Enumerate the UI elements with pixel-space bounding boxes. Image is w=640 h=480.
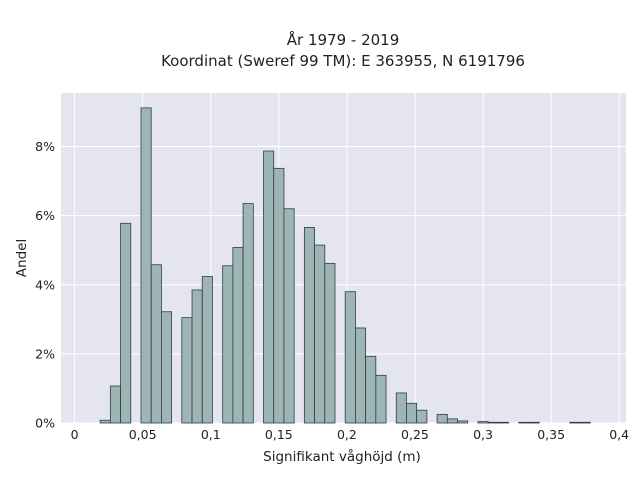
histogram-bar-25 <box>436 413 448 424</box>
histogram-bar-18 <box>344 291 356 424</box>
histogram-bar-26 <box>446 418 458 424</box>
histogram-bar-15 <box>303 227 315 424</box>
chart-title-line-1: År 1979 - 2019 <box>287 30 400 49</box>
histogram-bar-5 <box>161 311 173 424</box>
x-tick-label-6: 0,3 <box>473 427 493 442</box>
histogram-bar-0 <box>99 419 111 424</box>
histogram-bar-7 <box>191 289 203 424</box>
histogram-bar-8 <box>201 276 213 424</box>
y-tick-labels: 0% 2% 4% 6% 8% <box>35 139 55 430</box>
y-tick-label-0: 0% <box>35 416 55 431</box>
histogram-bar-24 <box>416 409 428 424</box>
histogram-bar-6 <box>181 317 193 424</box>
histogram-bar-12 <box>263 150 275 424</box>
histogram-bar-17 <box>324 262 336 424</box>
y-axis-label: Andel <box>14 239 30 277</box>
histogram-bar-29 <box>487 421 499 424</box>
x-tick-label-4: 0,2 <box>337 427 357 442</box>
histogram-bar-33 <box>569 421 581 424</box>
histogram-bar-9 <box>222 265 234 424</box>
y-tick-label-3: 6% <box>35 208 55 223</box>
histogram-bar-2 <box>120 222 132 424</box>
histogram-bar-4 <box>150 264 162 424</box>
histogram-bar-32 <box>528 421 540 424</box>
x-tick-label-1: 0,05 <box>129 427 157 442</box>
histogram-bar-10 <box>232 247 244 424</box>
x-axis-label: Signifikant våghöjd (m) <box>263 448 421 465</box>
histogram-bar-31 <box>518 421 530 424</box>
histogram-bar-23 <box>406 402 418 424</box>
histogram-bar-3 <box>140 107 152 424</box>
x-tick-label-7: 0,35 <box>537 427 565 442</box>
y-tick-label-4: 8% <box>35 139 55 154</box>
histogram-bars <box>99 107 591 424</box>
x-tick-label-2: 0,1 <box>201 427 221 442</box>
histogram-bar-34 <box>579 421 591 424</box>
histogram-bar-28 <box>477 421 489 424</box>
x-tick-label-5: 0,25 <box>401 427 429 442</box>
histogram-bar-27 <box>457 420 469 424</box>
histogram-bar-13 <box>273 167 285 424</box>
histogram-bar-30 <box>497 421 509 424</box>
x-tick-label-0: 0 <box>71 427 79 442</box>
histogram-bar-16 <box>314 244 326 424</box>
histogram-bar-22 <box>395 392 407 424</box>
x-tick-label-3: 0,15 <box>265 427 293 442</box>
histogram-bar-19 <box>355 327 367 424</box>
y-tick-label-2: 4% <box>35 277 55 292</box>
histogram-bar-14 <box>283 208 295 424</box>
x-tick-label-8: 0,4 <box>609 427 629 442</box>
histogram-bar-20 <box>365 355 377 424</box>
histogram-bar-21 <box>375 374 387 424</box>
x-tick-labels: 0 0,05 0,1 0,15 0,2 0,25 0,3 0,35 0,4 <box>71 427 630 442</box>
chart-title-line-2: Koordinat (Sweref 99 TM): E 363955, N 61… <box>161 52 525 70</box>
histogram-bar-11 <box>242 203 254 424</box>
y-tick-label-1: 2% <box>35 346 55 361</box>
histogram-bar-1 <box>109 385 121 424</box>
